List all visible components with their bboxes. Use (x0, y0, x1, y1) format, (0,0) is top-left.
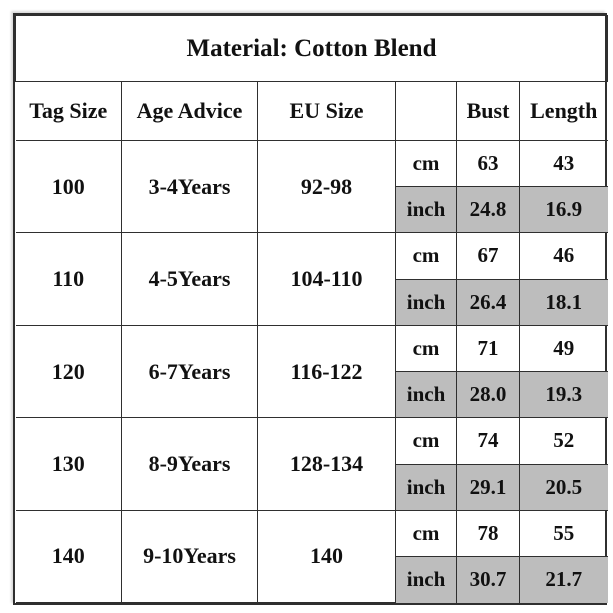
unit-inch-cell: inch (395, 278, 457, 326)
header-bust: Bust (456, 81, 520, 141)
tag-size-cell: 120 (15, 324, 122, 419)
table-row: 140 9-10Years 140 cm 78 55 (15, 509, 608, 604)
unit-inch-cell: inch (395, 371, 457, 419)
unit-cm-cell: cm (395, 324, 457, 373)
size-table: Material: Cotton Blend Tag Size Age Advi… (15, 14, 608, 604)
bust-inch-cell: 28.0 (456, 371, 520, 419)
unit-cm-cell: cm (395, 417, 457, 465)
bust-cm-cell: 67 (456, 232, 520, 280)
length-cm-cell: 46 (519, 232, 608, 280)
table-row: inch 24.8 16.9 (16, 185, 608, 234)
header-eu-size: EU Size (257, 81, 396, 141)
tag-size-cell: 130 (15, 417, 122, 511)
eu-size-cell: 140 (257, 509, 396, 604)
table-title: Material: Cotton Blend (15, 14, 608, 83)
bust-cm-cell: 78 (456, 509, 520, 558)
bust-inch-cell: 29.1 (456, 463, 520, 511)
table-row: inch 29.1 20.5 (16, 463, 608, 511)
unit-cm-cell: cm (395, 232, 457, 280)
eu-size-cell: 92-98 (257, 139, 396, 234)
table-row: 100 3-4Years 92-98 cm 63 43 (15, 139, 608, 234)
size-chart: Material: Cotton Blend Tag Size Age Advi… (13, 13, 608, 605)
length-inch-cell: 19.3 (519, 371, 608, 419)
age-advice-cell: 9-10Years (121, 509, 258, 604)
table-row: 110 4-5Years 104-110 cm 67 46 (15, 232, 608, 326)
tag-size-cell: 100 (15, 139, 122, 234)
length-inch-cell: 18.1 (519, 278, 608, 326)
header-length: Length (519, 81, 608, 141)
length-cm-cell: 43 (519, 139, 608, 188)
bust-inch-cell: 26.4 (456, 278, 520, 326)
age-advice-cell: 3-4Years (121, 139, 258, 234)
header-age-advice: Age Advice (121, 81, 258, 141)
bust-inch-cell: 30.7 (456, 556, 520, 603)
length-inch-cell: 21.7 (519, 556, 608, 603)
bust-cm-cell: 74 (456, 417, 520, 465)
length-cm-cell: 52 (519, 417, 608, 465)
unit-inch-cell: inch (395, 556, 457, 603)
unit-cm-cell: cm (395, 509, 457, 558)
bust-inch-cell: 24.8 (456, 185, 520, 234)
eu-size-cell: 128-134 (257, 417, 396, 511)
bust-cm-cell: 71 (456, 324, 520, 373)
header-tag-size: Tag Size (15, 81, 122, 141)
length-cm-cell: 49 (519, 324, 608, 373)
tag-size-cell: 110 (15, 232, 122, 326)
table-row: 120 6-7Years 116-122 cm 71 49 (15, 324, 608, 419)
age-advice-cell: 4-5Years (121, 232, 258, 326)
table-row: 130 8-9Years 128-134 cm 74 52 (15, 417, 608, 511)
header-row: Tag Size Age Advice EU Size Bust Length (15, 81, 608, 141)
bust-cm-cell: 63 (456, 139, 520, 188)
unit-inch-cell: inch (395, 185, 457, 234)
tag-size-cell: 140 (15, 509, 122, 604)
table-row: inch 28.0 19.3 (16, 371, 608, 419)
length-inch-cell: 20.5 (519, 463, 608, 511)
header-unit (395, 81, 457, 141)
table-row: inch 30.7 21.7 (16, 556, 608, 603)
age-advice-cell: 6-7Years (121, 324, 258, 419)
age-advice-cell: 8-9Years (121, 417, 258, 511)
length-cm-cell: 55 (519, 509, 608, 558)
table-row: inch 26.4 18.1 (16, 278, 608, 326)
unit-cm-cell: cm (395, 139, 457, 188)
length-inch-cell: 16.9 (519, 185, 608, 234)
unit-inch-cell: inch (395, 463, 457, 511)
eu-size-cell: 104-110 (257, 232, 396, 326)
eu-size-cell: 116-122 (257, 324, 396, 419)
